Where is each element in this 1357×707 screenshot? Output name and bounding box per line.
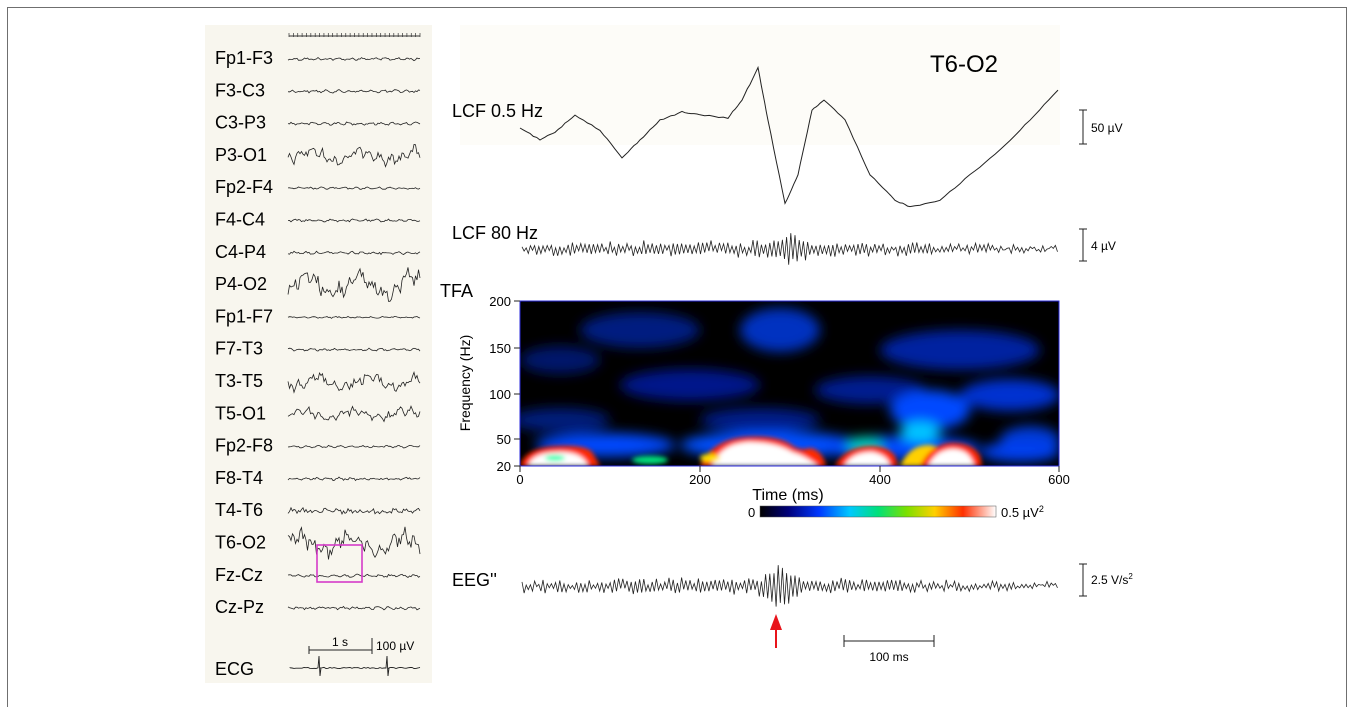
montage-scale-bar: 1 s 100 µV xyxy=(308,635,414,654)
time-ruler xyxy=(288,33,421,37)
ecg-trace xyxy=(289,655,421,677)
channel-trace xyxy=(287,250,421,256)
lcf05-scale: 50 µV xyxy=(1091,121,1123,135)
channel-trace xyxy=(287,347,421,352)
channel-label: Cz-Pz xyxy=(215,597,264,617)
lcf05-label: LCF 0.5 Hz xyxy=(452,101,543,121)
channel-traces xyxy=(287,56,421,611)
channel-trace xyxy=(287,476,421,482)
figure-frame xyxy=(7,7,1347,707)
channel-trace xyxy=(287,89,421,94)
eeg2-label: EEG'' xyxy=(452,570,497,590)
channel-trace xyxy=(287,144,421,168)
tfa-ytick: 150 xyxy=(489,341,511,356)
channel-label: T4-T6 xyxy=(215,500,263,520)
tfa-ytick: 50 xyxy=(497,432,511,447)
colorbar-max-text: 0.5 µV2 xyxy=(1001,504,1044,520)
channel-trace xyxy=(287,267,421,302)
lcf05-scale-bar: 50 µV xyxy=(1079,109,1123,145)
lcf80-label: LCF 80 Hz xyxy=(452,223,538,243)
tfa-ytick: 20 xyxy=(497,459,511,474)
channel-label: P4-O2 xyxy=(215,274,267,294)
channel-trace xyxy=(287,186,421,190)
lcf05-trace xyxy=(519,65,1059,208)
tfa-heatmap xyxy=(520,301,1059,466)
channel-trace xyxy=(287,444,421,449)
eeg2-scale: 2.5 V/s xyxy=(1091,573,1128,587)
time-scale-bar: 100 ms xyxy=(843,635,935,664)
trace-panel-background xyxy=(460,25,1060,145)
channel-trace xyxy=(287,121,421,126)
tfa-xtick: 0 xyxy=(516,472,523,487)
tfa-label: TFA xyxy=(440,281,473,301)
channel-label: P3-O1 xyxy=(215,145,267,165)
panel-title: T6-O2 xyxy=(930,51,998,78)
tfa-ytick: 200 xyxy=(489,294,511,309)
channel-label: F4-C4 xyxy=(215,210,265,230)
channel-label: Fp2-F8 xyxy=(215,436,273,456)
channel-label: Fp2-F4 xyxy=(215,177,273,197)
ecg-label: ECG xyxy=(215,659,254,679)
tfa-ylabel: Frequency (Hz) xyxy=(457,335,473,431)
tfa-frame xyxy=(519,300,1060,467)
channel-label: F8-T4 xyxy=(215,468,263,488)
channel-label: Fp1-F7 xyxy=(215,306,273,326)
channel-label: Fz-Cz xyxy=(215,565,263,585)
colorbar-max-exp: 2 xyxy=(1039,504,1044,514)
channel-label: F7-T3 xyxy=(215,339,263,359)
channel-trace xyxy=(287,405,421,423)
channel-trace xyxy=(287,56,421,62)
eeg-panel-background xyxy=(205,25,432,683)
channel-trace xyxy=(287,573,421,579)
channel-label: T5-O1 xyxy=(215,403,266,423)
montage-scale-time: 1 s xyxy=(332,635,348,649)
eeg2-scale-exp: 2 xyxy=(1128,572,1133,581)
lcf80-scale-bar: 4 µV xyxy=(1079,228,1116,262)
tfa-xtick: 600 xyxy=(1048,472,1070,487)
eeg2-trace xyxy=(521,565,1058,607)
channel-label: F3-C3 xyxy=(215,80,265,100)
lcf80-scale: 4 µV xyxy=(1091,239,1116,253)
channel-label: C4-P4 xyxy=(215,242,266,262)
channel-labels: Fp1-F3 F3-C3 C3-P3 P3-O1 Fp2-F4 F4-C4 C4-P4 P4-… xyxy=(215,48,273,617)
channel-label: T6-O2 xyxy=(215,533,266,553)
colorbar: 0 0.5 µV2 xyxy=(748,504,1044,520)
colorbar-min: 0 xyxy=(748,505,755,520)
eeg2-scale-text: 2.5 V/s2 xyxy=(1091,572,1133,587)
tfa-xlabel: Time (ms) xyxy=(752,487,823,504)
channel-label: C3-P3 xyxy=(215,113,266,133)
channel-label: T3-T5 xyxy=(215,371,263,391)
channel-trace xyxy=(287,506,421,516)
red-arrow-icon xyxy=(770,614,782,648)
montage-scale-amp: 100 µV xyxy=(376,639,414,653)
channel-trace xyxy=(287,370,421,394)
eeg2-scale-bar: 2.5 V/s2 xyxy=(1079,563,1133,597)
channel-label: Fp1-F3 xyxy=(215,48,273,68)
tfa-xtick: 200 xyxy=(689,472,711,487)
lcf80-trace xyxy=(521,233,1058,265)
channel-trace xyxy=(287,218,421,223)
tfa-xtick: 400 xyxy=(869,472,891,487)
channel-trace xyxy=(287,605,421,611)
colorbar-max: 0.5 µV xyxy=(1001,505,1039,520)
time-scale: 100 ms xyxy=(869,650,908,664)
tfa-ytick: 100 xyxy=(489,387,511,402)
highlight-box xyxy=(316,544,363,583)
channel-trace xyxy=(287,526,421,560)
channel-trace xyxy=(287,315,421,319)
